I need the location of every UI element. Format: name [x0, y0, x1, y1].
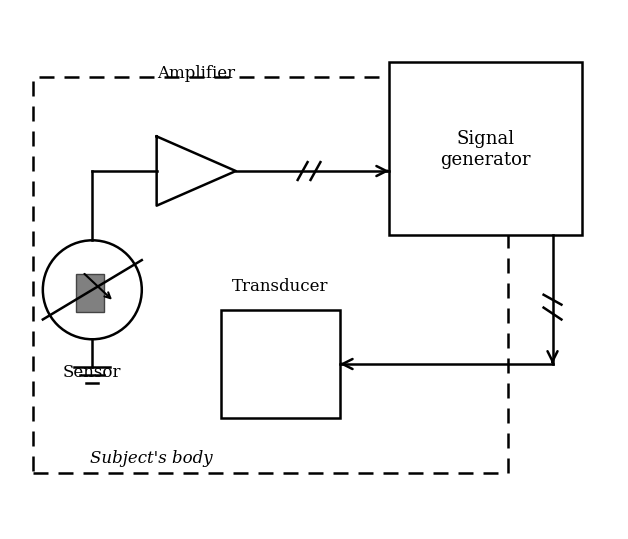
Text: Transducer: Transducer	[232, 278, 328, 295]
Text: Amplifier: Amplifier	[157, 65, 236, 82]
Circle shape	[43, 240, 142, 339]
Text: Signal
generator: Signal generator	[440, 130, 531, 169]
Bar	[77, 274, 104, 312]
Text: Sensor: Sensor	[63, 364, 122, 381]
Bar	[221, 309, 340, 418]
Text: Subject's body: Subject's body	[90, 450, 213, 467]
Bar	[389, 62, 582, 236]
Bar	[33, 77, 508, 473]
